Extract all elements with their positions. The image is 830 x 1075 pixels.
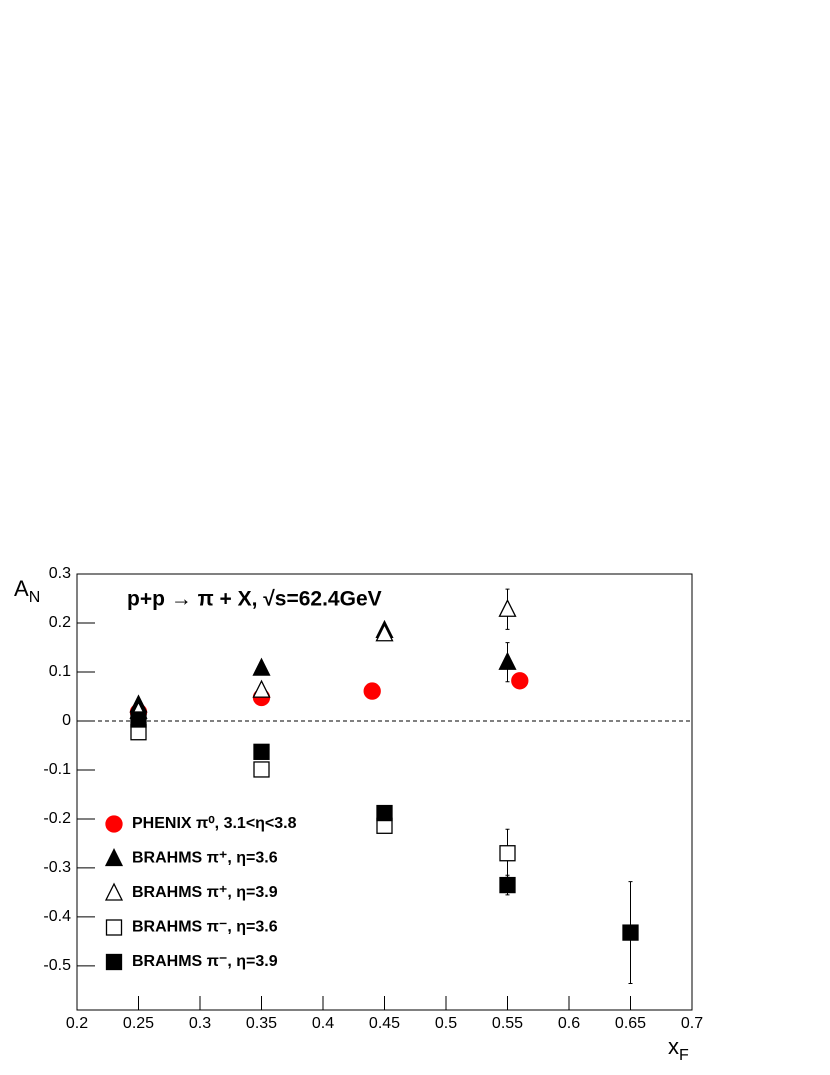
chart-title: p+p → π + X, √s=62.4GeV [127,588,382,611]
x-axis-label: xF [668,1034,689,1064]
x-tick-label: 0.25 [123,1015,154,1032]
y-label-sub: N [29,589,41,606]
y-label-main: A [14,576,29,601]
point [252,657,271,676]
legend-marker [104,882,124,901]
x-tick-label: 0.5 [435,1015,457,1032]
point [253,743,270,760]
x-tick-label: 0.2 [66,1015,88,1032]
legend-label: BRAHMS π⁺, η=3.9 [132,884,278,901]
y-axis-label: AN [14,576,40,606]
point [375,623,394,642]
legend-marker [105,953,123,971]
point [498,651,517,670]
legend-label: BRAHMS π⁻, η=3.6 [132,919,278,936]
point [499,876,516,894]
point [253,761,270,778]
legend-marker [105,919,123,936]
legend: PHENIX π⁰, 3.1<η<3.8 BRAHMS π⁺, η=3.6 BRAH… [104,815,297,971]
x-tick-label: 0.7 [681,1015,703,1032]
x-tick-label: 0.65 [615,1015,646,1032]
y-tick-label: -0.4 [43,908,71,925]
x-tick-label: 0.55 [492,1015,523,1032]
point [130,711,147,728]
legend-marker [105,815,123,833]
point [511,672,529,690]
y-tick-label: -0.3 [43,859,71,876]
point [376,804,393,822]
y-tick-label: -0.1 [43,761,71,778]
y-tick-label: 0 [62,712,71,729]
point [498,598,517,617]
y-tick-label: -0.2 [43,810,71,827]
x-tick-label: 0.3 [189,1015,211,1032]
y-tick-label: -0.5 [43,957,71,974]
x-tick-label: 0.35 [246,1015,277,1032]
x-tick-label: 0.4 [312,1015,334,1032]
point [622,924,639,941]
point [363,682,381,700]
legend-label: BRAHMS π⁺, η=3.6 [132,850,278,867]
point [252,679,271,698]
y-tick-label: 0.2 [49,614,71,631]
x-label-sub: F [679,1047,689,1064]
point [499,845,516,862]
legend-marker [104,848,124,867]
x-label-main: x [668,1034,679,1059]
x-tick-label: 0.6 [558,1015,580,1032]
legend-label: BRAHMS π⁻, η=3.9 [132,953,278,970]
y-tick-label: 0.3 [49,565,71,582]
x-tick-label: 0.45 [369,1015,400,1032]
legend-label: PHENIX π⁰, 3.1<η<3.8 [132,815,297,832]
y-tick-label: 0.1 [49,663,71,680]
